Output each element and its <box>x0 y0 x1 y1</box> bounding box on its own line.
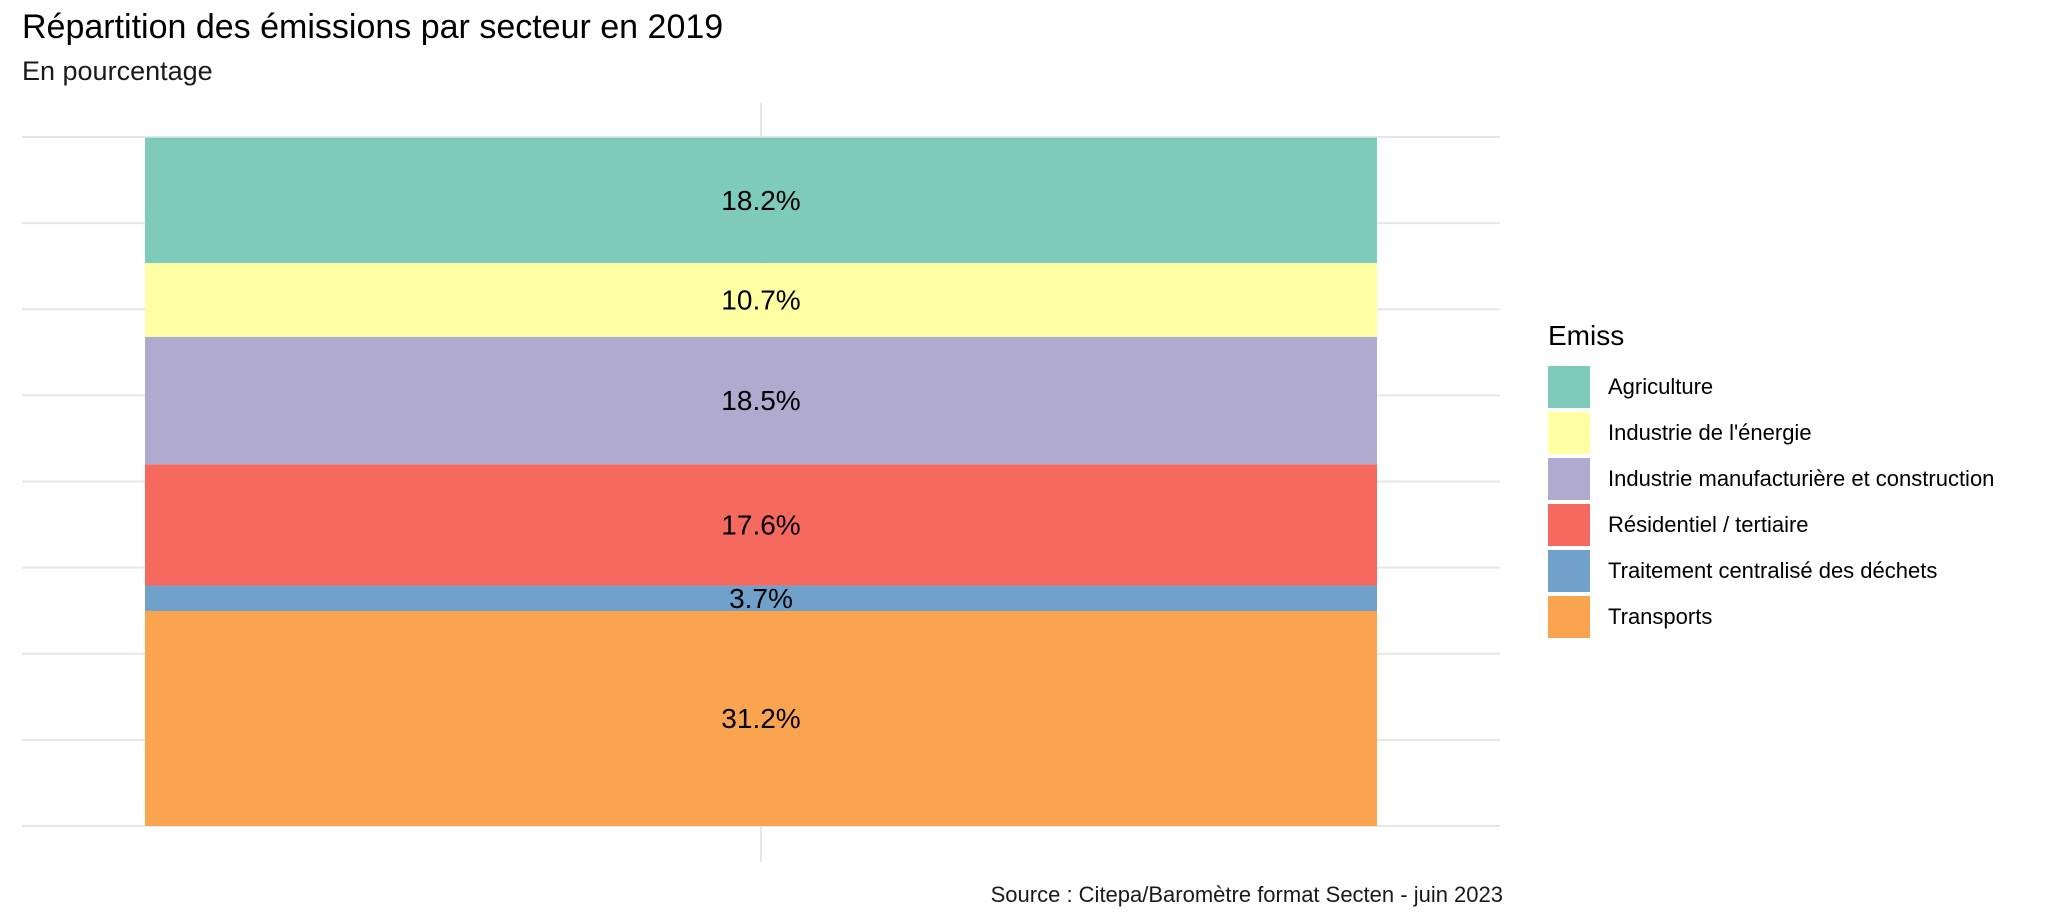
legend-item: Industrie de l'énergie <box>1548 410 1994 456</box>
legend-swatch <box>1548 458 1590 500</box>
legend-item: Industrie manufacturière et construction <box>1548 456 1994 502</box>
legend-label: Agriculture <box>1608 374 1714 399</box>
data-label: 31.2% <box>721 703 800 734</box>
data-label: 18.2% <box>721 185 800 216</box>
legend-swatch <box>1548 504 1590 546</box>
bar-segment <box>145 336 1377 465</box>
bar-segment <box>145 611 1377 826</box>
bar-segment <box>145 464 1377 586</box>
legend-swatch <box>1548 366 1590 408</box>
legend-item: Agriculture <box>1548 364 1994 410</box>
legend-swatch <box>1548 596 1590 638</box>
bar-segment <box>145 263 1377 337</box>
legend-label: Industrie manufacturière et construction <box>1608 466 1995 491</box>
legend: Emiss Agriculture Industrie de l'énergie I… <box>1548 320 1994 640</box>
chart-title: Répartition des émissions par secteur en… <box>22 8 724 46</box>
data-label: 17.6% <box>721 509 800 540</box>
legend-items: Agriculture Industrie de l'énergie Industr… <box>1548 364 1994 640</box>
data-label: 3.7% <box>729 583 793 614</box>
legend-swatch <box>1548 550 1590 592</box>
legend-label: Traitement centralisé des déchets <box>1608 558 1938 583</box>
legend-swatch <box>1548 412 1590 454</box>
bar-segment <box>145 585 1377 612</box>
data-label: 18.5% <box>721 385 800 416</box>
legend-label: Transports <box>1608 604 1713 629</box>
bar-segment <box>145 137 1377 264</box>
chart-subtitle: En pourcentage <box>22 56 213 86</box>
legend-item: Résidentiel / tertiaire <box>1548 502 1994 548</box>
legend-label: Industrie de l'énergie <box>1608 420 1812 445</box>
legend-title: Emiss <box>1548 320 1625 351</box>
source-caption: Source : Citepa/Baromètre format Secten … <box>990 882 1503 907</box>
legend-item: Traitement centralisé des déchets <box>1548 548 1994 594</box>
legend-label: Résidentiel / tertiaire <box>1608 512 1809 537</box>
legend-item: Transports <box>1548 594 1994 640</box>
data-label: 10.7% <box>721 284 800 315</box>
